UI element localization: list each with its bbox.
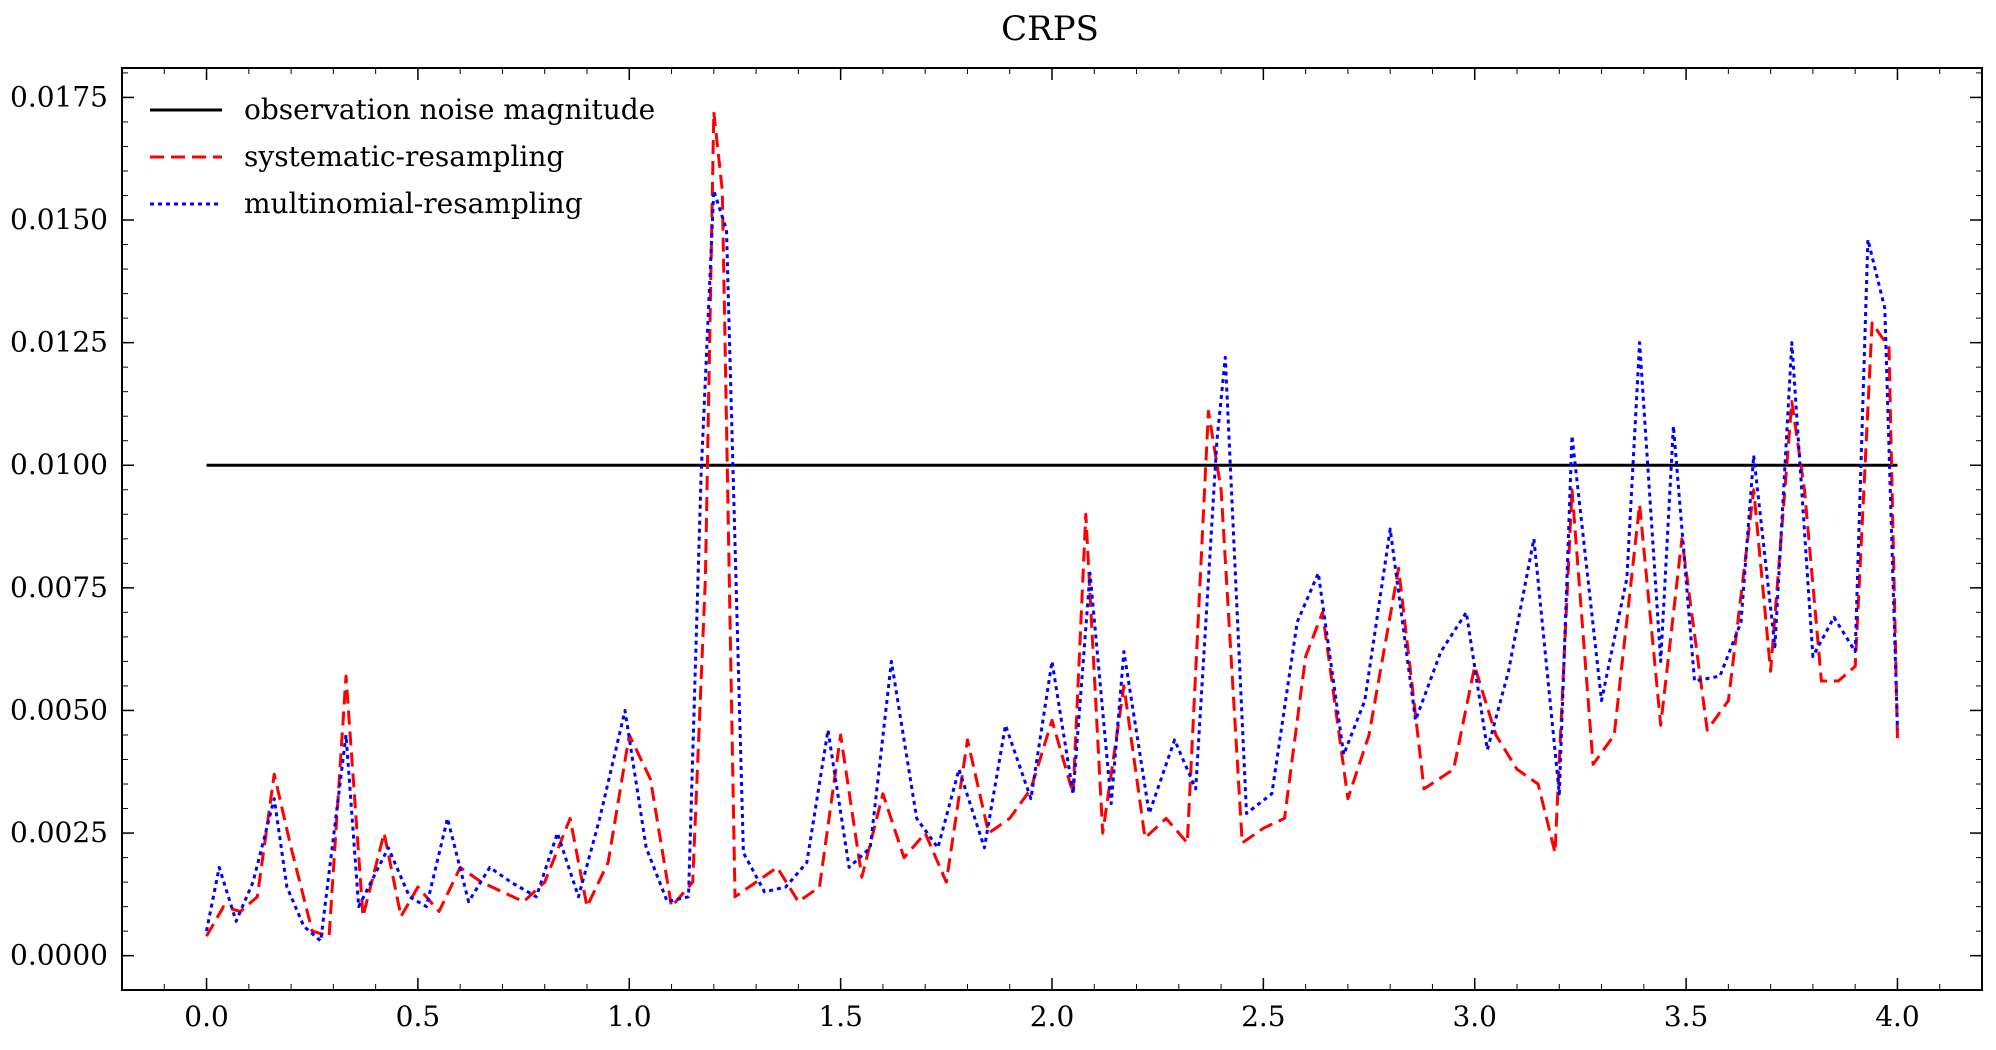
y-tick-label: 0.0125 xyxy=(10,326,108,359)
axes-frame: 0.0 0.5 1.0 1.5 2.0 2.5 3.0 3.5 4.0 0.0000 0.0025 0… xyxy=(10,67,1983,1033)
x-tick-label: 1.5 xyxy=(818,1000,863,1033)
x-tick-label: 1.0 xyxy=(607,1000,652,1033)
x-tick-label: 2.5 xyxy=(1241,1000,1286,1033)
series-line-1 xyxy=(205,110,1899,938)
x-tick-label: 4.0 xyxy=(1875,1000,1920,1033)
y-tick-label: 0.0050 xyxy=(10,693,108,726)
x-tick-label: 2.0 xyxy=(1030,1000,1075,1033)
y-tick-label: 0.0025 xyxy=(10,816,108,849)
y-tick-label: 0.0100 xyxy=(10,448,108,481)
x-tick-label: 0.0 xyxy=(184,1000,229,1033)
y-tick-label: 0.0000 xyxy=(10,939,108,972)
x-tick-label: 0.5 xyxy=(396,1000,441,1033)
chart-title: CRPS xyxy=(1001,9,1099,49)
legend-label-2: multinomial-resampling xyxy=(244,187,583,220)
y-tick-label: 0.0150 xyxy=(10,203,108,236)
x-tick-label: 3.5 xyxy=(1664,1000,1709,1033)
legend: observation noise magnitude systematic-re… xyxy=(150,93,655,220)
x-tick-label: 3.0 xyxy=(1452,1000,1497,1033)
legend-label-0: observation noise magnitude xyxy=(244,93,655,126)
series-line-2 xyxy=(205,189,1899,943)
y-tick-label: 0.0075 xyxy=(10,571,108,604)
series-layer xyxy=(205,110,1899,943)
legend-label-1: systematic-resampling xyxy=(244,140,564,173)
y-tick-label: 0.0175 xyxy=(10,80,108,113)
